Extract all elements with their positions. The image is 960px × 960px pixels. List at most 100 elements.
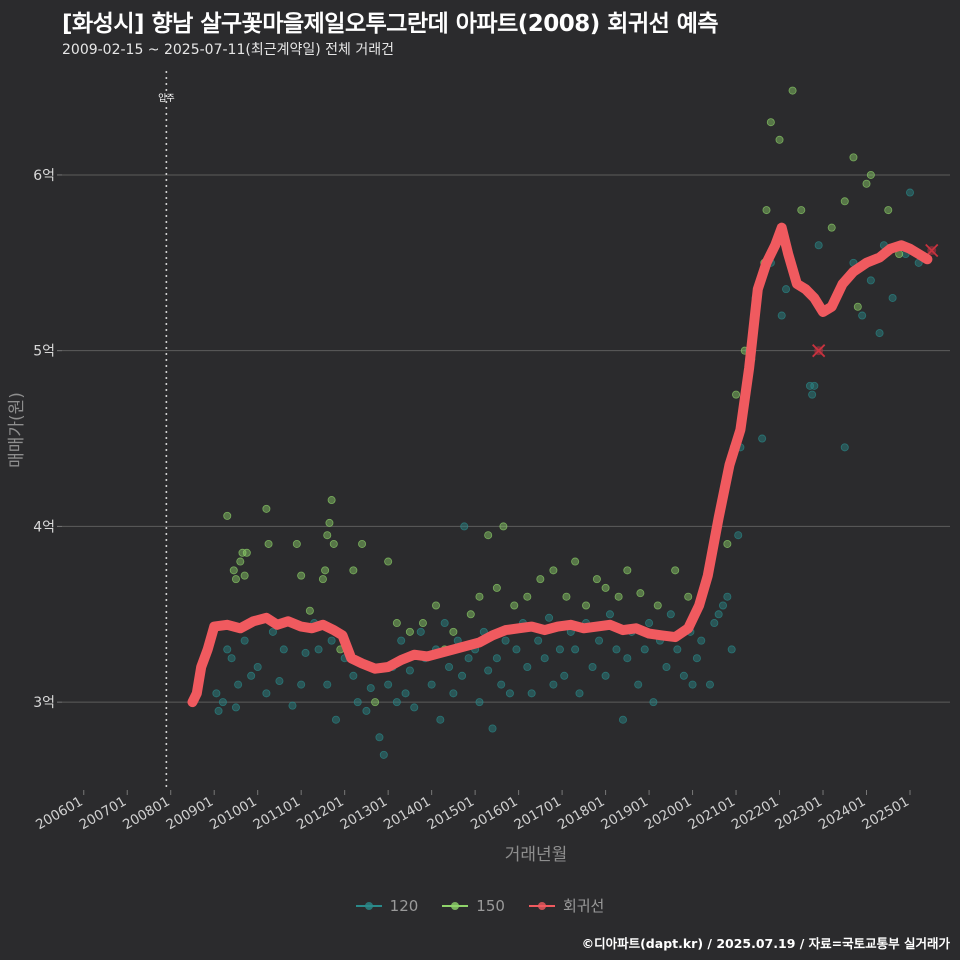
data-point-120 — [458, 671, 467, 680]
data-point-120 — [810, 381, 819, 390]
footer-credit: ©디아파트(dapt.kr) / 2025.07.19 / 자료=국토교통부 실… — [581, 936, 950, 951]
data-point-120 — [673, 645, 682, 654]
data-point-150 — [840, 197, 849, 206]
data-point-120 — [440, 619, 449, 628]
excluded-point-x — [812, 344, 826, 358]
data-point-150 — [827, 223, 836, 232]
data-point-150 — [849, 153, 858, 162]
data-point-120 — [218, 698, 227, 707]
data-point-120 — [549, 680, 558, 689]
data-point-120 — [227, 654, 236, 663]
data-point-150 — [484, 531, 493, 540]
data-point-120 — [375, 733, 384, 742]
legend-label: 150 — [476, 896, 505, 915]
data-point-150 — [766, 118, 775, 127]
data-point-150 — [240, 571, 249, 580]
data-point-120 — [231, 703, 240, 712]
dot-line-icon — [528, 899, 555, 913]
page-subtitle: 2009-02-15 ~ 2025-07-11(최근계약일) 전체 거래건 — [62, 42, 394, 58]
page-title: [화성시] 향남 살구꽃마을제일오투그란데 아파트(2008) 회귀선 예측 — [62, 11, 719, 37]
data-point-120 — [464, 654, 473, 663]
data-point-120 — [640, 645, 649, 654]
data-point-150 — [562, 592, 571, 601]
x-tick-label: 201101 — [251, 794, 304, 834]
data-point-120 — [782, 285, 791, 294]
data-point-150 — [384, 557, 393, 566]
data-point-120 — [688, 680, 697, 689]
data-point-120 — [379, 750, 388, 759]
data-point-120 — [858, 311, 867, 320]
data-point-150 — [449, 627, 458, 636]
data-point-120 — [714, 610, 723, 619]
data-point-120 — [445, 662, 454, 671]
data-point-120 — [247, 671, 256, 680]
data-point-120 — [662, 662, 671, 671]
legend: 120 150 회귀선 — [0, 895, 960, 917]
data-point-120 — [327, 636, 336, 645]
legend-item: 150 — [442, 897, 505, 915]
x-tick-label: 202301 — [772, 794, 825, 834]
data-point-150 — [264, 539, 273, 548]
data-point-150 — [392, 619, 401, 628]
data-point-120 — [534, 636, 543, 645]
data-point-120 — [723, 592, 732, 601]
data-point-120 — [571, 645, 580, 654]
data-point-150 — [536, 575, 545, 584]
x-tick-label: 202001 — [642, 794, 695, 834]
axis-labels: 3억4억5억6억20060120070120080120090120100120… — [7, 168, 912, 865]
data-point-150 — [242, 548, 251, 557]
data-point-120 — [279, 645, 288, 654]
data-point-120 — [875, 329, 884, 338]
legend-label: 회귀선 — [562, 897, 605, 915]
x-tick-label: 200701 — [77, 794, 130, 834]
data-point-120 — [234, 680, 243, 689]
data-point-120 — [634, 680, 643, 689]
x-tick-label: 202201 — [729, 794, 782, 834]
x-tick-label: 201601 — [468, 794, 521, 834]
data-point-150 — [499, 522, 508, 531]
data-point-120 — [397, 636, 406, 645]
x-tick-label: 201401 — [381, 794, 434, 834]
data-point-120 — [555, 645, 564, 654]
data-point-150 — [358, 539, 367, 548]
data-point-120 — [758, 434, 767, 443]
data-point-120 — [366, 684, 375, 693]
data-point-150 — [223, 511, 232, 520]
data-point-150 — [732, 390, 741, 399]
data-point-120 — [679, 671, 688, 680]
data-point-150 — [762, 206, 771, 215]
data-point-150 — [671, 566, 680, 575]
data-point-120 — [840, 443, 849, 452]
data-point-150 — [592, 575, 601, 584]
y-axis-title: 매매가(원) — [7, 392, 27, 468]
data-point-120 — [349, 671, 358, 680]
data-point-120 — [475, 698, 484, 707]
data-point-150 — [231, 575, 240, 584]
data-point-150 — [371, 698, 380, 707]
x-tick-label: 201201 — [294, 794, 347, 834]
x-tick-label: 200801 — [120, 794, 173, 834]
data-point-120 — [618, 715, 627, 724]
x-tick-label: 202101 — [685, 794, 738, 834]
data-point-150 — [262, 504, 271, 513]
data-point-120 — [540, 654, 549, 663]
data-point-120 — [288, 701, 297, 710]
data-point-120 — [362, 706, 371, 715]
data-point-120 — [240, 636, 249, 645]
data-point-120 — [484, 666, 493, 675]
data-point-120 — [623, 654, 632, 663]
data-point-150 — [623, 566, 632, 575]
regression-line-layer — [187, 222, 933, 708]
data-point-150 — [321, 566, 330, 575]
x-tick-label: 201901 — [598, 794, 651, 834]
data-point-120 — [392, 698, 401, 707]
data-point-120 — [697, 636, 706, 645]
data-point-120 — [595, 636, 604, 645]
data-point-120 — [223, 645, 232, 654]
legend-item: 120 — [355, 897, 418, 915]
data-point-120 — [314, 645, 323, 654]
data-point-120 — [814, 241, 823, 250]
data-point-120 — [512, 645, 521, 654]
data-point-120 — [331, 715, 340, 724]
data-point-150 — [329, 539, 338, 548]
